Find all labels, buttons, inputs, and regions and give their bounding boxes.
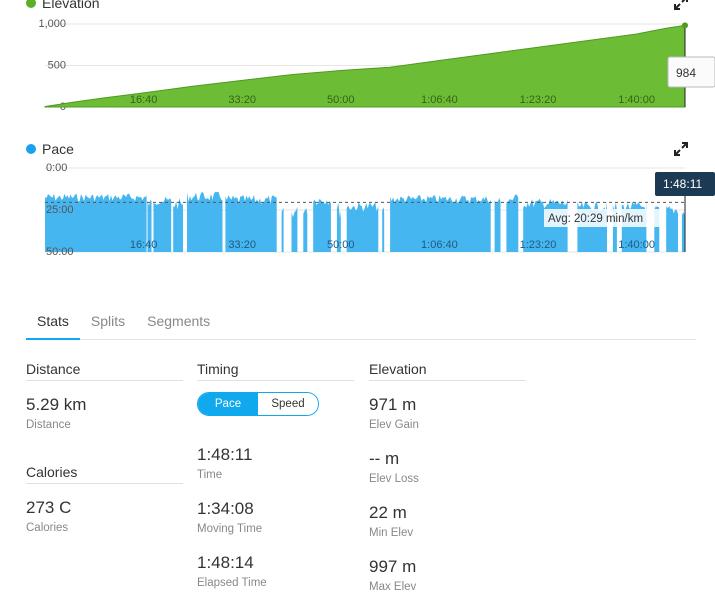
elevation-x-tick-label: 1:06:40 bbox=[421, 94, 458, 106]
tab-stats[interactable]: Stats bbox=[26, 306, 80, 340]
min-elev-value: 22 m bbox=[369, 503, 407, 522]
pace-x-tick-label: 16:40 bbox=[130, 239, 158, 251]
pace-area-segment bbox=[291, 206, 298, 252]
elevation-chart[interactable]: 1,000500016:4033:2050:001:06:401:23:201:… bbox=[0, 0, 715, 125]
stats-column-timing: Timing Pace Speed 1:48:11 Time 1:34:08 M… bbox=[197, 361, 354, 589]
pace-x-tick-label: 1:23:20 bbox=[520, 239, 557, 251]
elev-gain-value: 971 m bbox=[369, 395, 417, 414]
calories-value: 273 C bbox=[26, 498, 72, 517]
elevation-legend[interactable]: Elevation bbox=[26, 0, 100, 11]
pace-area-segment bbox=[506, 194, 519, 252]
elevation-header: Elevation bbox=[369, 361, 526, 381]
elevation-x-tick-label: 1:40:00 bbox=[618, 94, 655, 106]
stats-column-elevation: Elevation 971 m Elev Gain -- m Elev Loss… bbox=[369, 361, 526, 593]
pace-tooltip bbox=[655, 172, 715, 196]
pace-area-segment bbox=[382, 207, 385, 252]
elevation-cursor-point bbox=[682, 22, 688, 29]
elevation-y-tick-label: 500 bbox=[48, 60, 66, 72]
pace-area-segment bbox=[281, 207, 284, 252]
elev-gain-label: Elev Gain bbox=[369, 419, 419, 431]
elapsed-time-value: 1:48:14 bbox=[197, 553, 254, 572]
pace-area-segment bbox=[153, 196, 172, 252]
pace-area-segment bbox=[666, 206, 678, 252]
pace-x-tick-label: 50:00 bbox=[327, 239, 355, 251]
elevation-legend-label: Elevation bbox=[42, 0, 100, 11]
distance-header: Distance bbox=[26, 361, 183, 381]
pace-area-segment bbox=[173, 198, 183, 252]
elev-loss-label: Elev Loss bbox=[369, 473, 419, 485]
pace-average-label: Avg: 20:29 min/km bbox=[548, 213, 643, 225]
elevation-x-tick-label: 1:23:20 bbox=[520, 94, 557, 106]
elapsed-time-label: Elapsed Time bbox=[197, 577, 267, 589]
stats-column-distance: Distance 5.29 km Distance Calories 273 C… bbox=[26, 361, 183, 534]
time-label: Time bbox=[197, 469, 223, 481]
pace-y-tick-label: 0:00 bbox=[46, 162, 67, 174]
max-elev-label: Max Elev bbox=[369, 581, 417, 593]
pace-area-segment bbox=[390, 195, 491, 252]
elevation-area bbox=[44, 24, 686, 108]
tab-splits[interactable]: Splits bbox=[90, 313, 126, 329]
pace-area-segment bbox=[187, 191, 223, 252]
pace-area-segment bbox=[336, 202, 341, 252]
pace-area-segment bbox=[494, 198, 501, 252]
calories-label: Calories bbox=[26, 522, 69, 534]
pace-y-tick-label: 50:00 bbox=[46, 246, 74, 258]
pace-x-tick-label: 1:40:00 bbox=[618, 239, 655, 251]
distance-value: 5.29 km bbox=[26, 395, 87, 414]
elevation-x-tick-label: 33:20 bbox=[228, 94, 256, 106]
pace-y-tick-label: 25:00 bbox=[46, 204, 74, 216]
elevation-y-tick-label: 1,000 bbox=[38, 18, 66, 30]
min-elev-label: Min Elev bbox=[369, 527, 414, 539]
pace-legend-label: Pace bbox=[42, 141, 74, 157]
pace-area-segment bbox=[225, 194, 277, 252]
timing-header: Timing bbox=[197, 361, 354, 381]
moving-time-label: Moving Time bbox=[197, 523, 263, 535]
pace-area-segment bbox=[303, 208, 308, 252]
pace-area-segment bbox=[313, 199, 331, 252]
elevation-tooltip-value: 984 bbox=[676, 66, 696, 80]
pace-x-tick-label: 1:06:40 bbox=[421, 239, 458, 251]
pace-toggle-button[interactable]: Pace bbox=[198, 393, 258, 415]
calories-header: Calories bbox=[26, 464, 183, 484]
max-elev-value: 997 m bbox=[369, 557, 417, 576]
elevation-x-tick-label: 16:40 bbox=[130, 94, 158, 106]
tab-segments[interactable]: Segments bbox=[147, 313, 211, 329]
pace-average-label-bg bbox=[544, 209, 666, 227]
pace-area-segment bbox=[681, 211, 685, 252]
elevation-x-tick-label: 50:00 bbox=[327, 94, 355, 106]
pace-legend[interactable]: Pace bbox=[26, 141, 74, 157]
pace-expand-icon[interactable] bbox=[674, 142, 688, 156]
elevation-tooltip bbox=[667, 56, 715, 88]
pace-area-segment bbox=[147, 199, 152, 252]
distance-label: Distance bbox=[26, 419, 71, 431]
pace-tooltip-value: 1:48:11 bbox=[663, 177, 702, 191]
pace-legend-dot bbox=[26, 144, 36, 154]
activity-tabs: Stats Splits Segments bbox=[26, 306, 696, 340]
moving-time-value: 1:34:08 bbox=[197, 499, 254, 518]
pace-chart[interactable]: 0:00 25:00 50:00 16:40 33:20 50:00 1:06:40 1:23… bbox=[0, 156, 715, 286]
speed-toggle-button[interactable]: Speed bbox=[258, 393, 318, 415]
pace-area-segment bbox=[346, 201, 379, 252]
pace-x-tick-label: 33:20 bbox=[228, 239, 256, 251]
elev-loss-value: -- m bbox=[369, 449, 400, 468]
pace-area-segment bbox=[45, 193, 147, 252]
elevation-legend-dot bbox=[26, 0, 36, 8]
time-value: 1:48:11 bbox=[197, 445, 253, 464]
pace-speed-toggle: Pace Speed bbox=[197, 392, 319, 416]
